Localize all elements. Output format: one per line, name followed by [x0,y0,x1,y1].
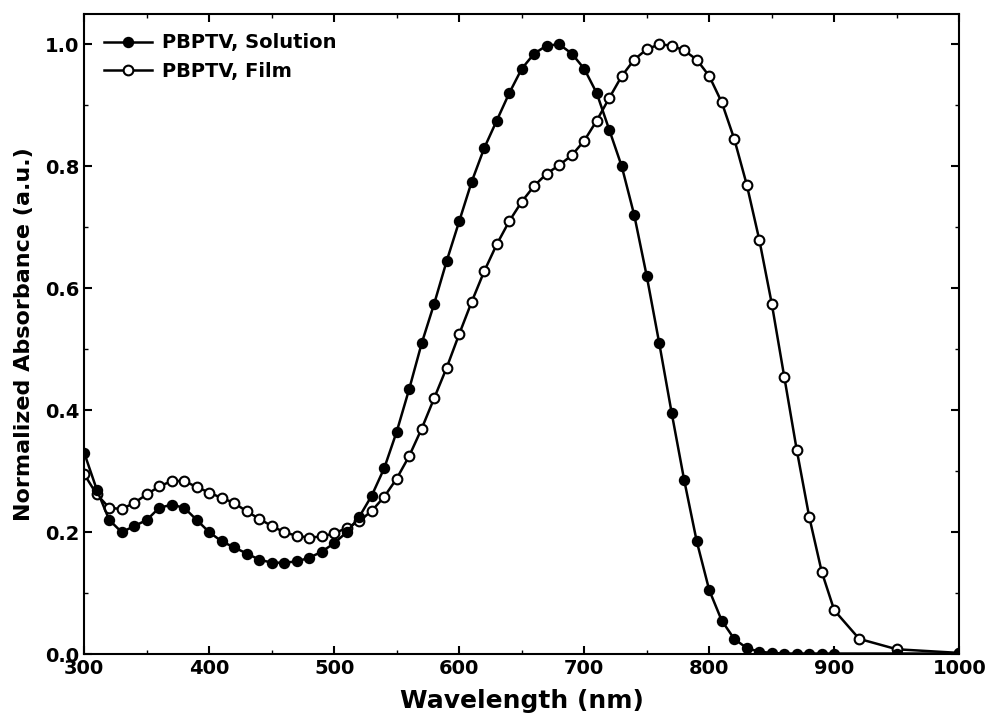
X-axis label: Wavelength (nm): Wavelength (nm) [400,689,644,713]
PBPTV, Solution [891,649,903,658]
PBPTV, Film [403,451,415,460]
PBPTV, Solution [291,557,303,566]
PBPTV, Solution [953,649,965,658]
Legend: PBPTV, Solution, PBPTV, Film: PBPTV, Solution, PBPTV, Film [94,23,346,91]
PBPTV, Film [578,137,590,145]
PBPTV, Solution [78,449,90,457]
PBPTV, Solution [316,547,328,556]
PBPTV, Film [653,40,665,49]
Line: PBPTV, Film: PBPTV, Film [79,39,964,658]
PBPTV, Solution [553,40,565,49]
PBPTV, Solution [466,177,478,186]
PBPTV, Solution [441,257,453,265]
PBPTV, Solution [628,211,640,220]
PBPTV, Film [516,197,528,206]
PBPTV, Film [466,297,478,306]
PBPTV, Film [591,116,603,125]
PBPTV, Film [953,648,965,657]
PBPTV, Film [78,470,90,478]
Line: PBPTV, Solution: PBPTV, Solution [79,39,964,659]
Y-axis label: Normalized Absorbance (a.u.): Normalized Absorbance (a.u.) [14,147,34,521]
PBPTV, Film [178,477,190,486]
PBPTV, Solution [778,649,790,658]
